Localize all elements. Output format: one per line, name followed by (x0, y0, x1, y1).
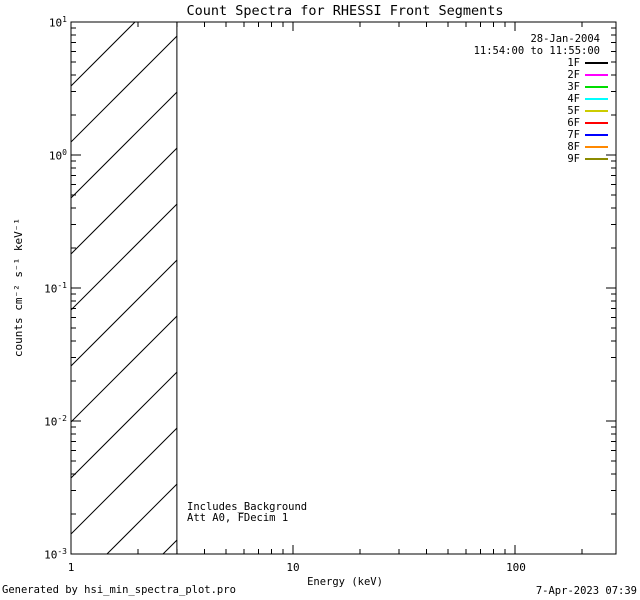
x-tick-label: 1 (67, 561, 75, 574)
x-axis-title: Energy (keV) (307, 576, 383, 588)
legend-color-swatch (585, 98, 608, 100)
legend-entry-label: 1F (567, 57, 580, 69)
legend-color-swatch (585, 122, 608, 124)
y-tick-label: 10-1 (44, 281, 67, 296)
legend-entry-label: 2F (567, 69, 580, 81)
legend-entry: 9F (567, 153, 608, 165)
axes-and-ticks (70, 21, 617, 555)
legend-entry: 1F (567, 57, 608, 69)
y-tick-label: 100 (48, 148, 67, 163)
y-tick-label: 10-2 (44, 414, 67, 429)
render-timestamp: 7-Apr-2023 07:39 (535, 585, 637, 597)
legend-color-swatch (585, 110, 608, 112)
legend-entry-label: 5F (567, 105, 580, 117)
x-tick-label: 10 (286, 561, 300, 574)
legend-color-swatch (585, 86, 608, 88)
hatched-region (70, 21, 178, 555)
legend-entry-label: 9F (567, 153, 580, 165)
legend-color-swatch (585, 134, 608, 136)
y-tick-label: 10-3 (44, 547, 67, 562)
legend-time-range: 11:54:00 to 11:55:00 (473, 45, 600, 57)
legend-entry-label: 7F (567, 129, 580, 141)
legend-entry: 5F (567, 105, 608, 117)
legend-date: 28-Jan-2004 (530, 33, 600, 45)
legend-entry: 3F (567, 81, 608, 93)
legend-entry: 4F (567, 93, 608, 105)
legend-entry: 6F (567, 117, 608, 129)
attenuator-note: Att A0, FDecim 1 (187, 512, 289, 524)
legend-entry: 7F (567, 129, 608, 141)
chart-title: Count Spectra for RHESSI Front Segments (186, 3, 504, 19)
legend-color-swatch (585, 158, 608, 160)
y-axis-title: counts cm⁻² s⁻¹ keV⁻¹ (11, 218, 25, 358)
legend-entry-label: 3F (567, 81, 580, 93)
legend-entry: 2F (567, 69, 608, 81)
x-tick-label: 100 (506, 561, 526, 574)
y-tick-label: 101 (48, 15, 67, 30)
legend-entry: 8F (567, 141, 608, 153)
legend-entry-label: 4F (567, 93, 580, 105)
legend-entry-label: 8F (567, 141, 580, 153)
generated-by-note: Generated by hsi_min_spectra_plot.pro (2, 584, 236, 596)
legend-color-swatch (585, 74, 608, 76)
legend-color-swatch (585, 146, 608, 148)
legend-entry-label: 6F (567, 117, 580, 129)
legend-color-swatch (585, 62, 608, 64)
background-note: Includes_Background (187, 501, 308, 513)
